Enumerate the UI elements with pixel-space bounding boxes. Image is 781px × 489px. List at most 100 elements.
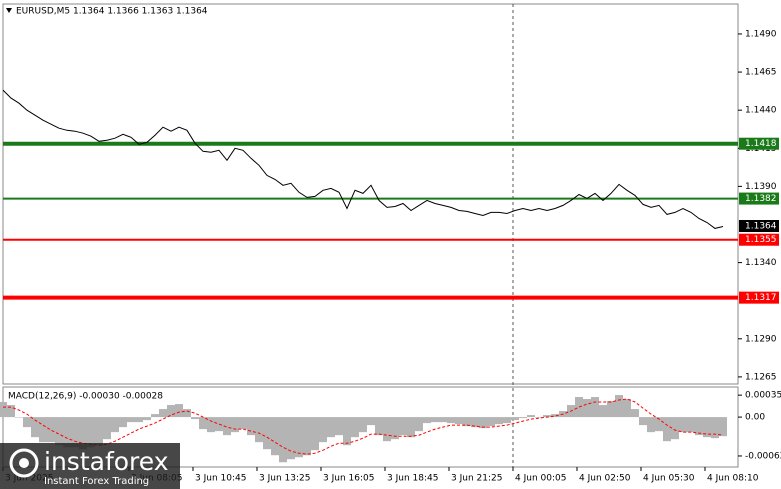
macd-bar [503, 417, 511, 424]
macd-bar [575, 397, 583, 418]
y-tick-label: 0.00035 [745, 391, 781, 401]
macd-bar [543, 415, 551, 418]
macd-bar [87, 417, 95, 448]
macd-bar [175, 404, 183, 418]
macd-bar [599, 405, 607, 418]
macd-bar [103, 417, 111, 440]
macd-bar [231, 417, 239, 433]
x-tick-label: 4 Jun 00:05 [515, 474, 566, 484]
y-tick-label: 1.1340 [745, 258, 777, 268]
macd-bar [159, 409, 167, 418]
macd-bar [263, 417, 271, 450]
watermark: instaforex Instant Forex Trading [0, 443, 180, 489]
level-label: 1.1382 [745, 194, 777, 204]
macd-bar [279, 417, 287, 463]
macd-bar [527, 415, 535, 418]
macd-bar [287, 417, 295, 460]
macd-bar [0, 402, 7, 418]
macd-bar [7, 405, 15, 418]
macd-bar [215, 417, 223, 432]
macd-bar [255, 417, 263, 443]
macd-bar [551, 414, 559, 418]
current-price-label: 1.1364 [745, 222, 777, 232]
macd-bar [239, 417, 247, 430]
macd-bar [415, 417, 423, 432]
x-tick-label: 3 Jun 16:05 [323, 474, 374, 484]
macd-bar [143, 417, 151, 421]
macd-bar [191, 417, 199, 420]
macd-bar [655, 417, 663, 432]
macd-bar [407, 417, 415, 438]
macd-bar [95, 417, 103, 446]
macd-bar [151, 414, 159, 418]
y-tick-label: 1.1440 [745, 106, 777, 116]
x-tick-label: 4 Jun 08:10 [707, 474, 759, 484]
y-tick-label: 1.1465 [745, 68, 777, 78]
macd-bar [463, 417, 471, 427]
macd-bar [679, 417, 687, 433]
x-tick-label: 4 Jun 02:50 [579, 474, 631, 484]
macd-bar [31, 417, 39, 438]
y-tick-label: 0.00 [745, 413, 765, 423]
macd-bar [375, 417, 383, 436]
macd-bar [471, 417, 479, 428]
level-label-box [739, 291, 779, 304]
menu-arrow [6, 8, 12, 13]
macd-bar [671, 417, 679, 440]
macd-bar [39, 417, 47, 443]
level-label-box [739, 192, 779, 205]
macd-bar [703, 417, 711, 438]
macd-bar [63, 417, 71, 448]
macd-bar [431, 417, 439, 423]
logo-icon [9, 448, 39, 478]
chart-title: EURUSD,M5 1.1364 1.1366 1.1363 1.1364 [16, 7, 208, 17]
macd-bar [439, 417, 447, 423]
level-label-box [739, 233, 779, 246]
macd-bar [135, 417, 143, 423]
macd-bar [319, 417, 327, 443]
x-tick-label: 3 Jun 10:45 [195, 474, 246, 484]
macd-bar [311, 417, 319, 451]
macd-bar [47, 417, 55, 443]
macd-bar [79, 417, 87, 450]
macd-bar [535, 417, 543, 418]
macd-bar [343, 417, 351, 446]
macd-bar [335, 417, 343, 436]
logo-icon-core [19, 458, 29, 468]
macd-bar [687, 417, 695, 433]
tagline: Instant Forex Trading [44, 476, 149, 487]
brand: instaforex [44, 447, 169, 476]
x-tick-label: 3 Jun 18:45 [387, 474, 438, 484]
macd-bar [519, 417, 527, 419]
y-tick-label: 1.1265 [745, 372, 777, 382]
y-tick-label: 1.1290 [745, 334, 777, 344]
level-label-box [739, 137, 779, 150]
current-price-box [739, 220, 779, 233]
macd-bar [639, 417, 647, 426]
macd-bar [223, 417, 231, 436]
macd-bar [367, 417, 375, 426]
level-label: 1.1418 [745, 139, 777, 149]
x-tick-label: 4 Jun 05:30 [643, 474, 695, 484]
macd-bar [447, 417, 455, 424]
macd-bar [711, 417, 719, 439]
macd-bar [583, 399, 591, 418]
macd-bar [719, 417, 727, 437]
macd-bar [327, 417, 335, 438]
signal-line [3, 398, 724, 455]
y-tick-label: 1.1390 [745, 182, 777, 192]
level-label: 1.1355 [745, 235, 777, 245]
y-tick-label: -0.00062 [745, 451, 781, 461]
macd-bar [271, 417, 279, 456]
macd-bar [295, 417, 303, 458]
macd-bar [55, 417, 63, 446]
macd-bar [127, 417, 135, 423]
macd-bar [607, 401, 615, 418]
macd-title: MACD(12,26,9) -0.00030 -0.00028 [8, 392, 163, 402]
level-label: 1.1317 [745, 293, 777, 303]
price-panel [2, 3, 739, 385]
macd-bar [111, 417, 119, 433]
macd-bar [423, 417, 431, 424]
macd-bar [119, 417, 127, 428]
